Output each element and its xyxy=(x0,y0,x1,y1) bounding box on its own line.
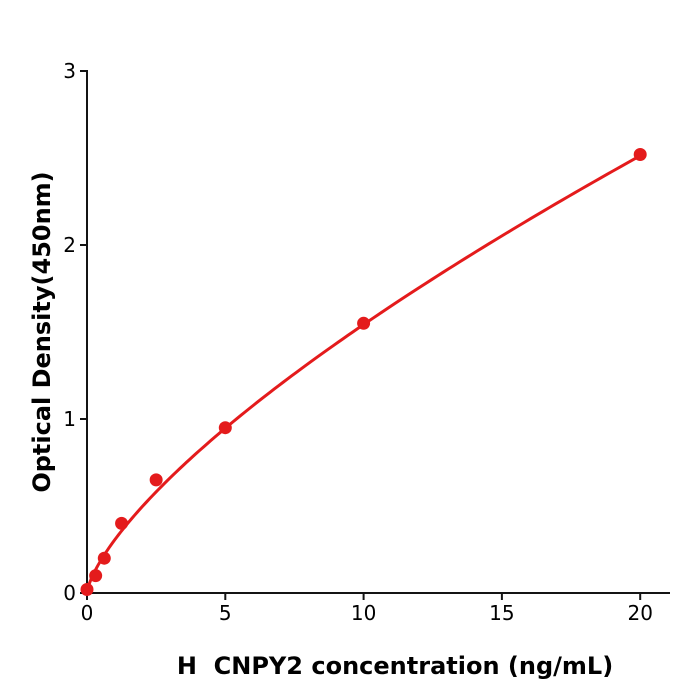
data-point xyxy=(80,583,94,597)
data-point xyxy=(149,473,163,487)
x-tick-label: 5 xyxy=(219,601,232,625)
x-tick-label: 15 xyxy=(489,601,514,625)
data-point xyxy=(89,569,103,583)
y-tick-label: 1 xyxy=(63,407,76,431)
x-tick-label: 20 xyxy=(627,601,652,625)
fit-curve xyxy=(85,154,642,595)
y-tick-label: 0 xyxy=(63,581,76,605)
data-point xyxy=(97,551,111,565)
y-axis-title: Optical Density(450nm) xyxy=(28,171,56,493)
y-tick-label: 3 xyxy=(63,59,76,83)
x-axis-title: H CNPY2 concentration (ng/mL) xyxy=(176,652,614,680)
data-points xyxy=(80,148,647,597)
x-axis: 0 5 10 15 20 xyxy=(81,592,670,625)
x-tick-label: 0 xyxy=(81,601,94,625)
y-axis: 0 1 2 3 xyxy=(63,59,88,605)
x-tick-label: 10 xyxy=(351,601,376,625)
data-point xyxy=(218,421,232,435)
data-point xyxy=(115,516,129,530)
y-tick-label: 2 xyxy=(63,233,76,257)
data-point xyxy=(633,148,647,162)
data-point xyxy=(357,316,371,330)
